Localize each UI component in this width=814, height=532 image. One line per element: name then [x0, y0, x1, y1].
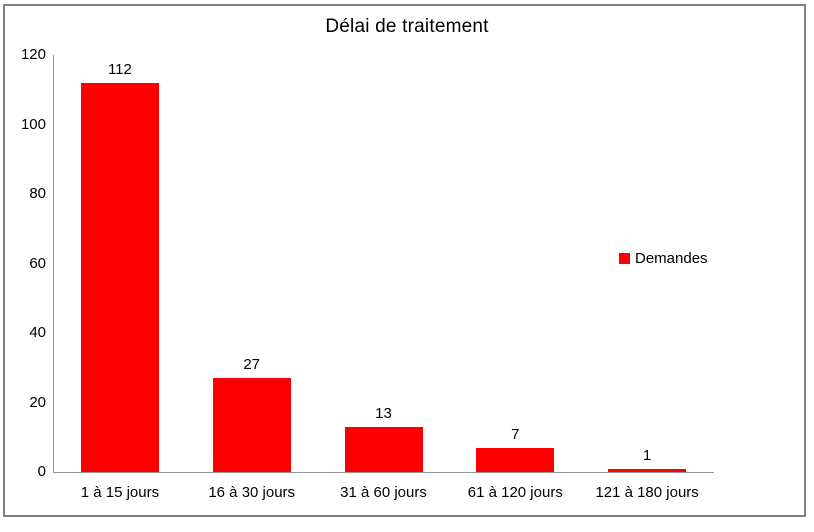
legend[interactable]: Demandes [619, 248, 708, 268]
bar-value-label: 112 [107, 60, 132, 78]
x-category-label: 121 à 180 jours [595, 484, 699, 501]
y-axis-line [53, 55, 54, 473]
bar[interactable] [476, 447, 555, 472]
y-tick-label: 40 [29, 324, 46, 341]
bar[interactable] [344, 426, 423, 472]
bar-value-label: 7 [511, 425, 520, 443]
bar-value-label: 1 [642, 446, 652, 464]
x-axis-line [53, 472, 714, 473]
bar-value-label: 27 [243, 356, 261, 374]
x-category-label: 61 à 120 jours [467, 484, 563, 501]
y-tick-label: 0 [37, 463, 46, 480]
x-category-label: 16 à 30 jours [208, 484, 296, 501]
legend-label: Demandes [635, 249, 708, 267]
bar[interactable] [608, 468, 687, 472]
y-tick-label: 120 [20, 46, 46, 63]
y-tick-label: 80 [29, 185, 46, 202]
legend-marker-icon [619, 252, 630, 264]
y-tick-label: 20 [29, 393, 46, 411]
x-category-label: 1 à 15 jours [80, 484, 160, 501]
chart-title[interactable]: Délai de traitement [325, 16, 489, 37]
x-category-label: 31 à 60 jours [340, 484, 427, 501]
bar[interactable] [212, 378, 291, 472]
y-tick-label: 100 [20, 115, 46, 133]
y-tick-label: 60 [29, 254, 46, 272]
bar[interactable] [80, 82, 159, 472]
bar-value-label: 13 [375, 404, 392, 422]
